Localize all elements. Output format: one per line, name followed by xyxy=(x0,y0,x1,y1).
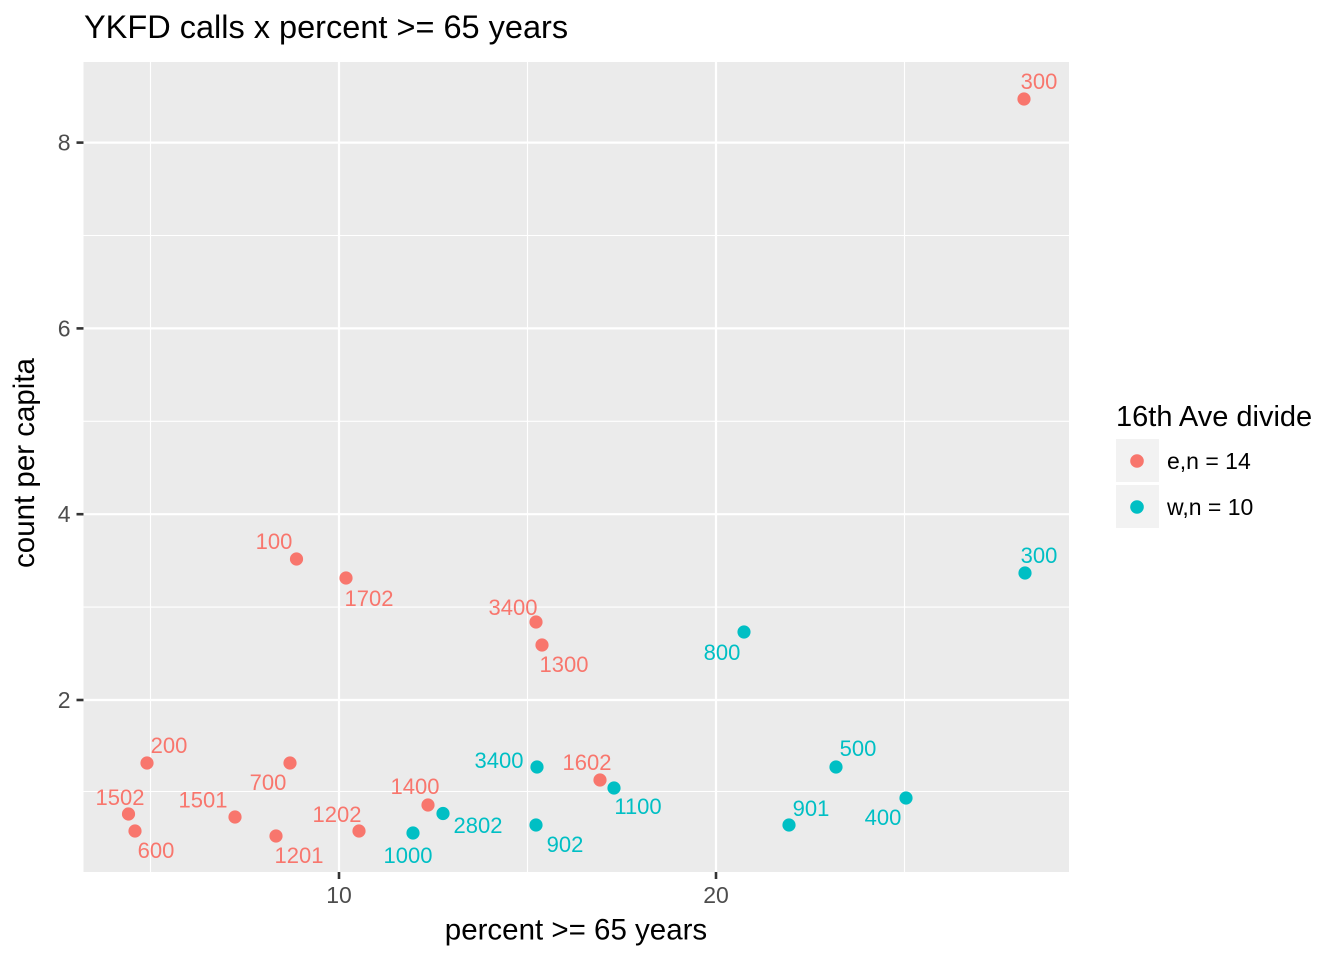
svg-text:YKFD calls x percent >= 65 yea: YKFD calls x percent >= 65 years xyxy=(84,9,568,45)
svg-text:count per capita: count per capita xyxy=(8,357,41,568)
svg-text:w,n = 10: w,n = 10 xyxy=(1166,494,1253,520)
svg-text:8: 8 xyxy=(58,130,71,156)
svg-text:10: 10 xyxy=(326,882,352,908)
svg-text:1201: 1201 xyxy=(275,843,324,868)
svg-text:901: 901 xyxy=(793,796,830,821)
svg-text:200: 200 xyxy=(151,733,188,758)
svg-text:600: 600 xyxy=(138,838,175,863)
svg-text:100: 100 xyxy=(256,529,293,554)
svg-text:3400: 3400 xyxy=(489,595,538,620)
svg-text:1000: 1000 xyxy=(384,843,433,868)
svg-text:300: 300 xyxy=(1021,543,1058,568)
svg-text:e,n = 14: e,n = 14 xyxy=(1167,448,1251,474)
svg-text:1400: 1400 xyxy=(391,774,440,799)
svg-text:20: 20 xyxy=(703,882,729,908)
svg-text:6: 6 xyxy=(58,315,71,341)
svg-text:1702: 1702 xyxy=(345,586,394,611)
svg-text:902: 902 xyxy=(547,832,584,857)
svg-text:4: 4 xyxy=(58,501,71,527)
svg-text:2802: 2802 xyxy=(454,813,503,838)
svg-text:1100: 1100 xyxy=(614,794,661,819)
svg-text:3400: 3400 xyxy=(475,748,524,773)
svg-text:1501: 1501 xyxy=(179,788,228,813)
svg-text:700: 700 xyxy=(250,770,287,795)
svg-text:2: 2 xyxy=(58,687,71,713)
svg-text:400: 400 xyxy=(865,805,902,830)
svg-text:1502: 1502 xyxy=(96,785,145,810)
svg-text:300: 300 xyxy=(1021,69,1058,94)
svg-text:800: 800 xyxy=(704,640,741,665)
svg-text:1202: 1202 xyxy=(313,802,362,827)
svg-text:500: 500 xyxy=(840,736,877,761)
svg-text:1602: 1602 xyxy=(563,750,612,775)
svg-text:percent >= 65 years: percent >= 65 years xyxy=(445,914,707,947)
svg-text:1300: 1300 xyxy=(540,652,589,677)
svg-text:16th Ave divide: 16th Ave divide xyxy=(1116,401,1312,433)
